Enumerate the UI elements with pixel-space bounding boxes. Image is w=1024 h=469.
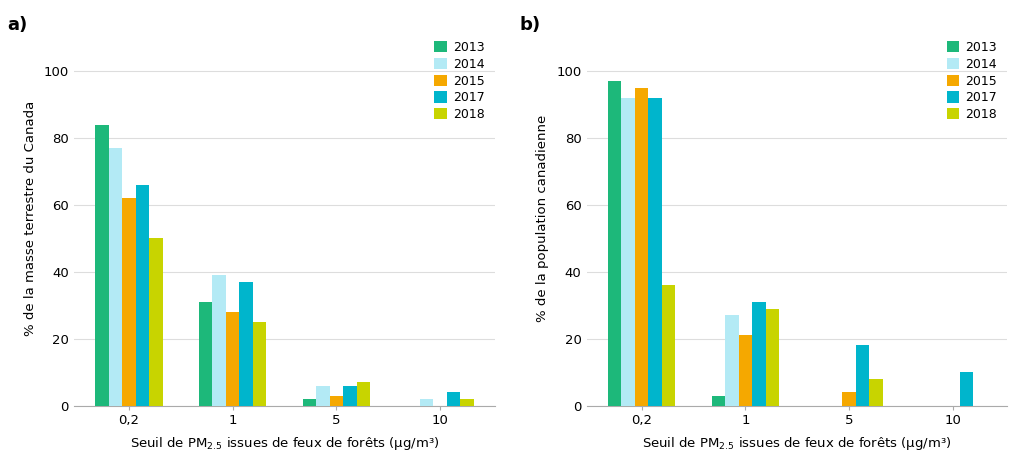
X-axis label: Seuil de PM$_{2.5}$ issues de feux de forêts (μg/m³): Seuil de PM$_{2.5}$ issues de feux de fo… xyxy=(642,435,952,452)
Bar xyxy=(648,98,662,406)
Bar xyxy=(303,399,316,406)
Bar xyxy=(725,315,738,406)
Bar xyxy=(212,275,226,406)
Bar xyxy=(446,392,461,406)
Bar xyxy=(226,312,240,406)
Bar xyxy=(356,382,370,406)
Bar xyxy=(122,198,135,406)
Bar xyxy=(712,396,725,406)
Bar xyxy=(766,309,779,406)
Bar xyxy=(843,392,856,406)
Bar xyxy=(420,399,433,406)
Bar xyxy=(109,148,122,406)
Legend: 2013, 2014, 2015, 2017, 2018: 2013, 2014, 2015, 2017, 2018 xyxy=(943,38,1001,125)
Bar xyxy=(959,372,973,406)
Y-axis label: % de la masse terrestre du Canada: % de la masse terrestre du Canada xyxy=(24,101,37,336)
Bar xyxy=(608,81,622,406)
Y-axis label: % de la population canadienne: % de la population canadienne xyxy=(537,115,549,322)
Bar xyxy=(869,379,883,406)
Text: a): a) xyxy=(7,16,28,34)
Bar xyxy=(461,399,474,406)
Bar xyxy=(662,285,675,406)
Bar xyxy=(343,386,356,406)
Text: b): b) xyxy=(520,16,541,34)
Bar xyxy=(622,98,635,406)
Bar xyxy=(856,346,869,406)
Bar xyxy=(135,185,150,406)
Bar xyxy=(240,282,253,406)
Bar xyxy=(738,335,752,406)
Bar xyxy=(316,386,330,406)
Bar xyxy=(95,125,109,406)
Bar xyxy=(199,302,212,406)
X-axis label: Seuil de PM$_{2.5}$ issues de feux de forêts (μg/m³): Seuil de PM$_{2.5}$ issues de feux de fo… xyxy=(130,435,439,452)
Bar xyxy=(635,88,648,406)
Legend: 2013, 2014, 2015, 2017, 2018: 2013, 2014, 2015, 2017, 2018 xyxy=(430,38,488,125)
Bar xyxy=(330,396,343,406)
Bar xyxy=(253,322,266,406)
Bar xyxy=(150,238,163,406)
Bar xyxy=(752,302,766,406)
